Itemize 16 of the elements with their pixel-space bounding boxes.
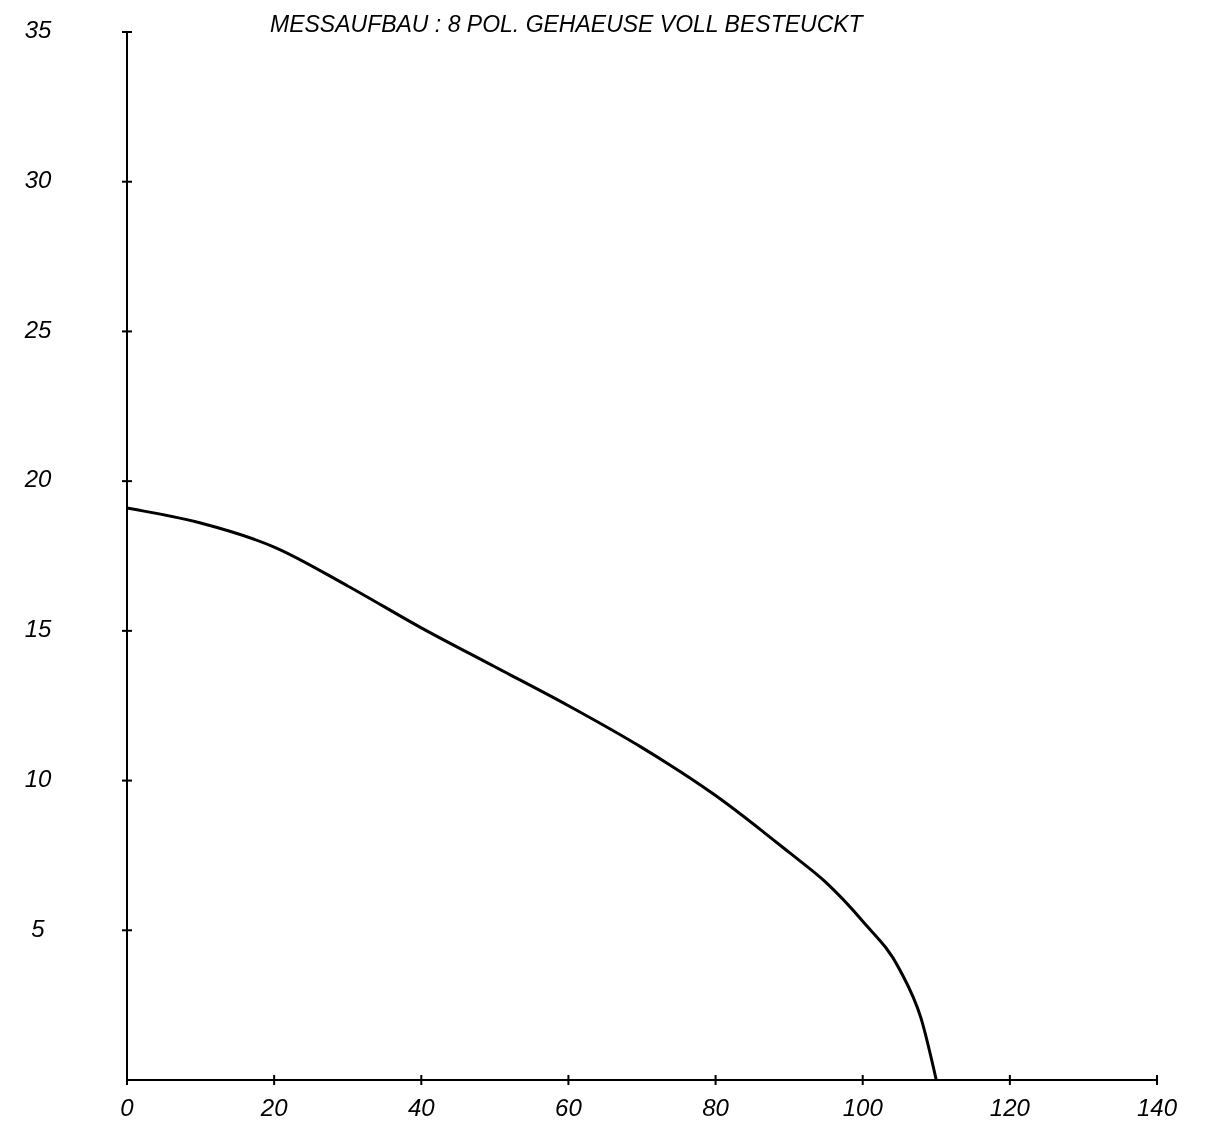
- x-tick-label: 60: [555, 1094, 583, 1122]
- x-tick-label: 140: [1136, 1094, 1178, 1122]
- x-tick-label: 20: [259, 1094, 289, 1122]
- y-tick-label: 25: [23, 315, 52, 343]
- y-tick-label: 20: [23, 465, 52, 493]
- y-tick-label: 5: [31, 914, 46, 942]
- y-tick-label: 30: [24, 166, 52, 194]
- x-tick-label: 120: [989, 1094, 1031, 1122]
- x-tick-label: 100: [842, 1094, 884, 1122]
- chart-title: MESSAUFBAU : 8 POL. GEHAEUSE VOLL BESTEUCKT: [270, 11, 865, 37]
- y-tick-label: 35: [24, 16, 52, 44]
- x-tick-label: 80: [702, 1094, 730, 1122]
- y-tick-label: 10: [24, 764, 52, 792]
- x-tick-label: 40: [407, 1094, 436, 1122]
- y-tick-label: 15: [24, 615, 52, 643]
- x-tick-label: 0: [120, 1094, 135, 1122]
